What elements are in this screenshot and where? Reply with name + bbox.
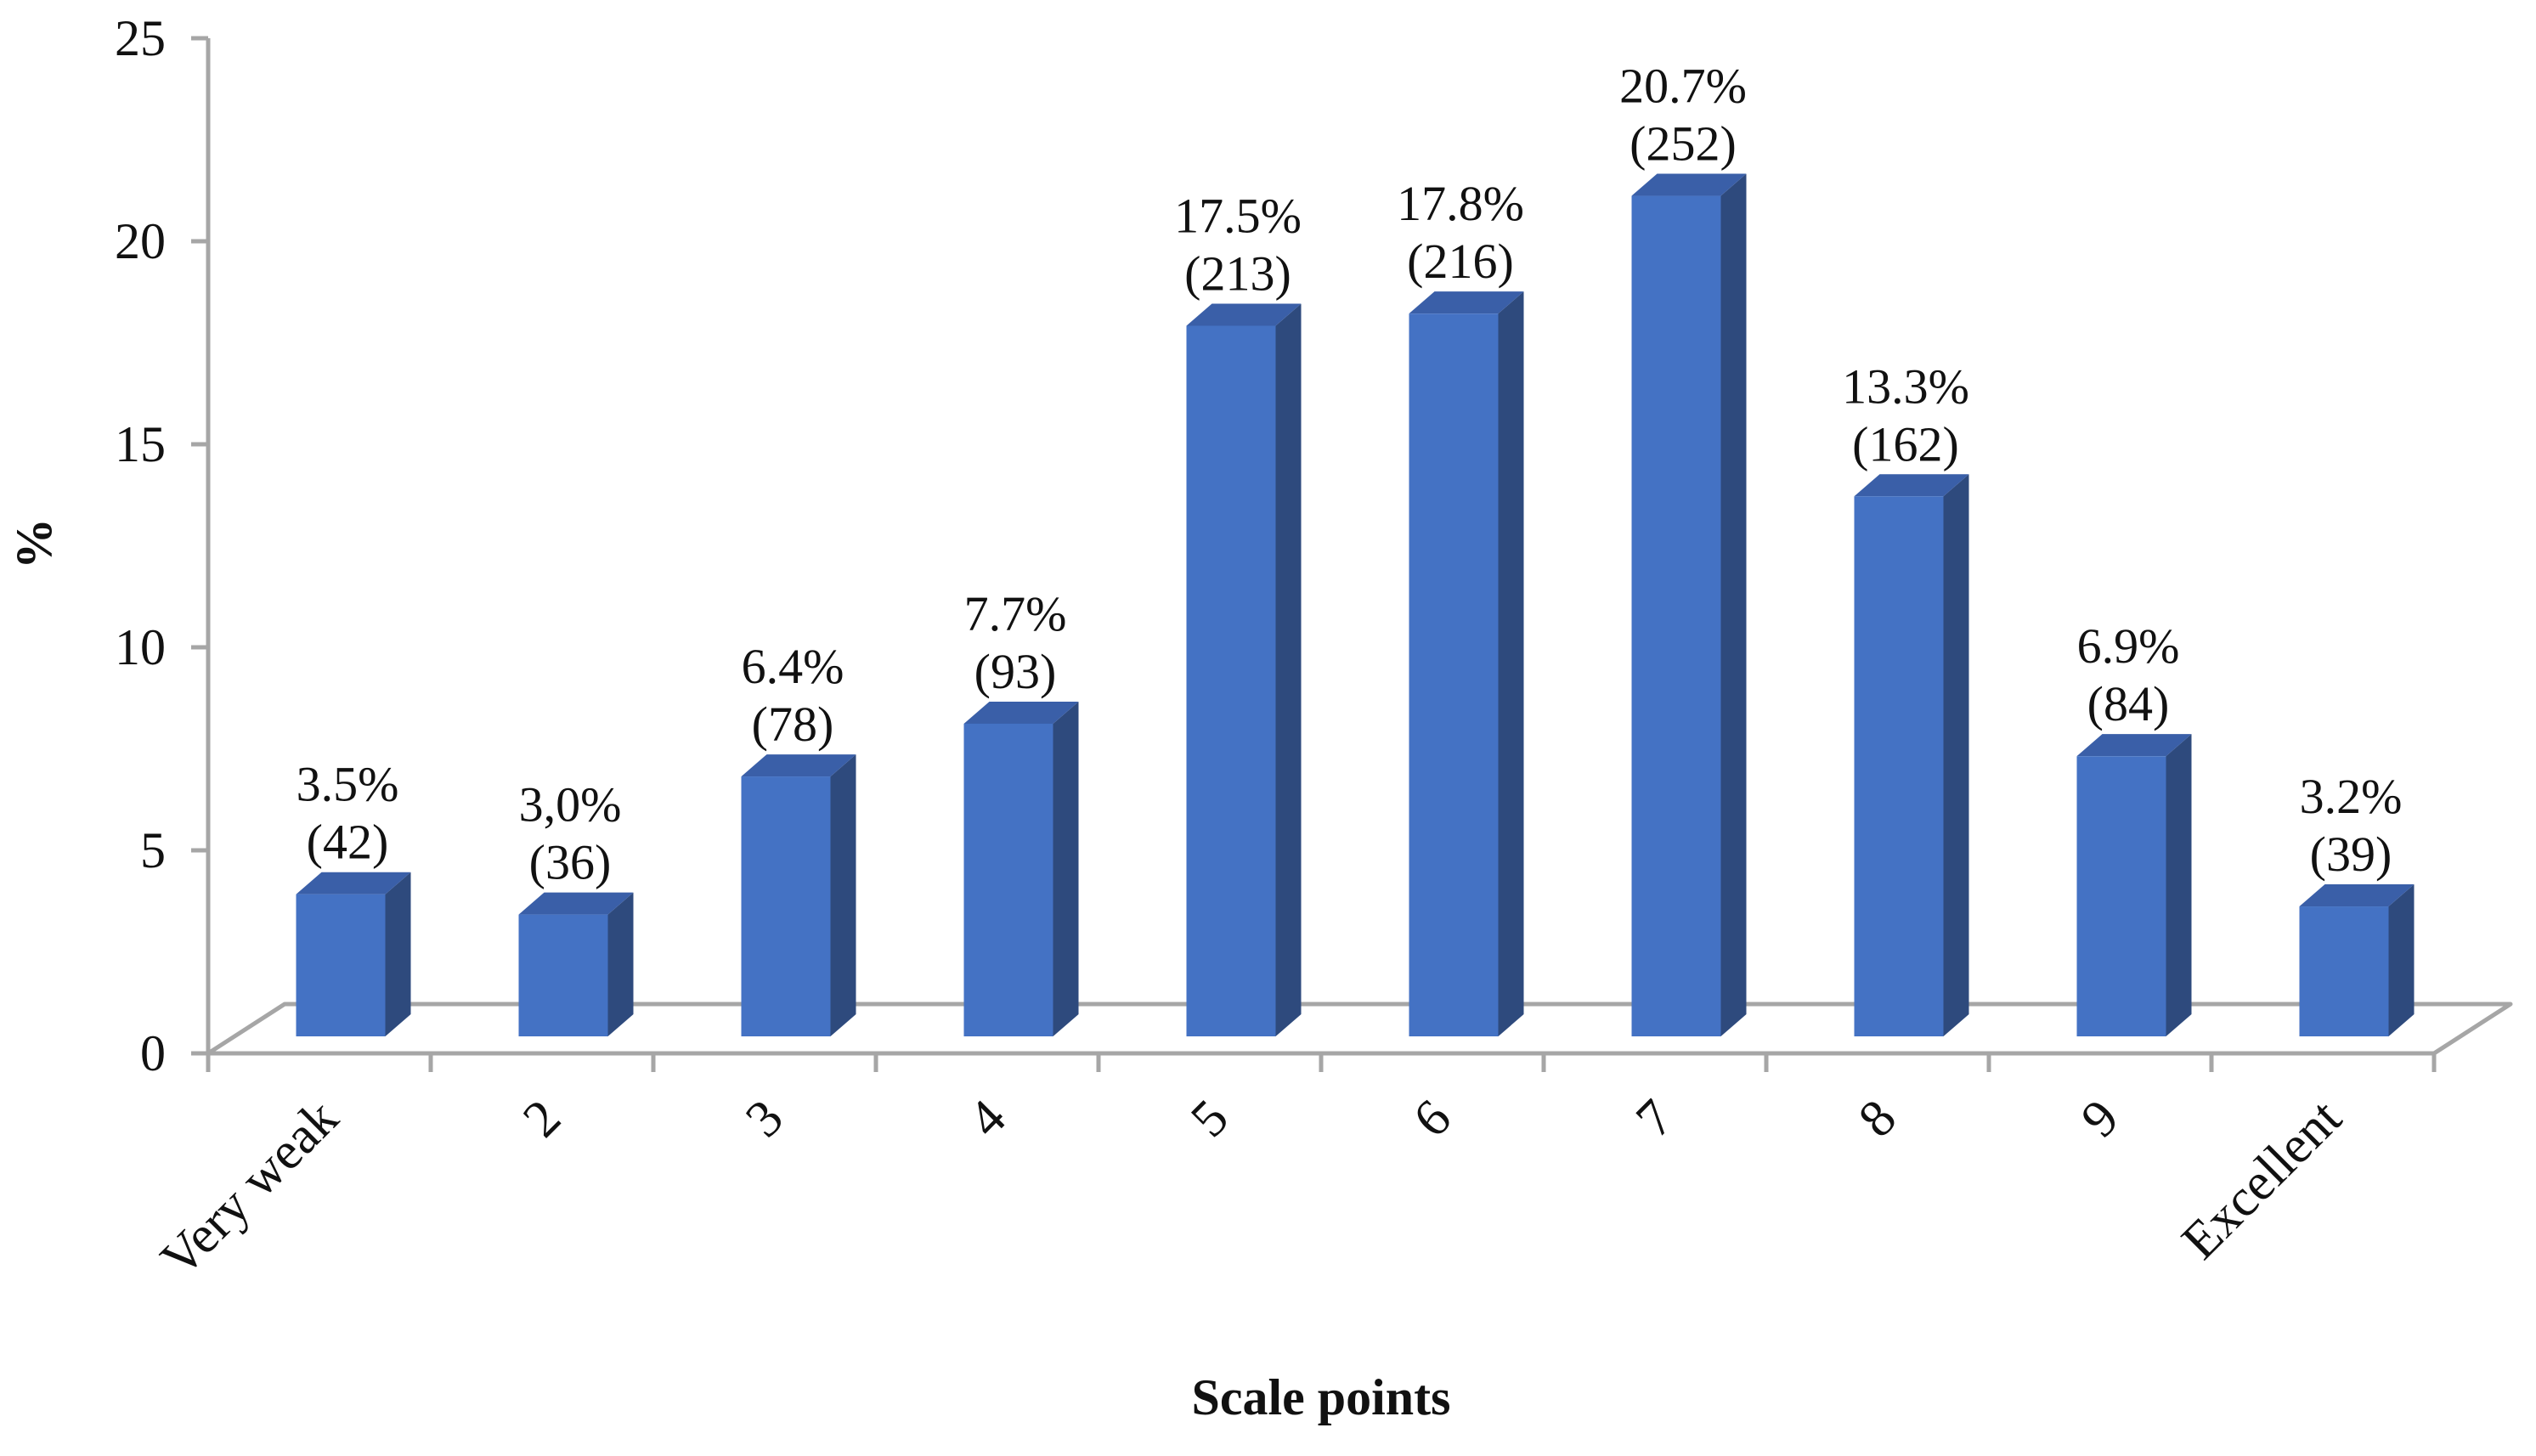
bar-top <box>1854 474 1969 497</box>
category-label: 6 <box>1403 1089 1462 1148</box>
bar-top <box>518 892 634 915</box>
bar <box>296 894 386 1036</box>
bar-top <box>296 872 411 894</box>
data-label-count: (36) <box>529 835 612 890</box>
data-label-count: (213) <box>1184 246 1291 302</box>
bar-top <box>2076 734 2192 757</box>
bar-top <box>963 701 1079 724</box>
category-label: 2 <box>512 1089 572 1148</box>
y-tick-label: 15 <box>115 416 166 472</box>
y-tick-label: 5 <box>140 822 166 878</box>
category-label: 3 <box>735 1089 794 1148</box>
bar-side <box>1498 291 1524 1036</box>
bar-top <box>1186 303 1302 326</box>
axes: 0 5 10 15 20 25 <box>115 10 2513 1081</box>
category-label: 5 <box>1180 1089 1240 1148</box>
bar <box>741 776 831 1036</box>
bar-top <box>1409 291 1524 314</box>
y-tick-label: 20 <box>115 213 166 269</box>
bar <box>1409 313 1499 1036</box>
bar-side <box>2166 734 2192 1036</box>
category-label: 8 <box>1848 1089 1907 1148</box>
y-tick-label: 10 <box>115 619 166 675</box>
chart-floor <box>206 1002 2513 1056</box>
bar-side <box>830 754 856 1036</box>
data-label-count: (84) <box>2087 676 2170 731</box>
bar-side <box>2388 884 2415 1036</box>
data-label-percent: 17.8% <box>1397 176 1524 231</box>
bar <box>518 914 608 1036</box>
bar-top <box>741 754 856 777</box>
bar-side <box>385 872 411 1036</box>
category-label: Excellent <box>2171 1089 2352 1271</box>
data-label-percent: 3.5% <box>297 757 399 812</box>
data-label-percent: 3.2% <box>2300 769 2403 824</box>
bar <box>1854 496 1944 1036</box>
data-label-percent: 17.5% <box>1174 189 1302 244</box>
data-label-count: (162) <box>1852 416 1959 471</box>
bar-side <box>1053 701 1079 1036</box>
data-label-percent: 6.9% <box>2077 618 2180 674</box>
bar-top <box>1631 173 1747 196</box>
data-label-count: (93) <box>974 644 1057 699</box>
bar-side <box>1720 173 1747 1037</box>
data-label-percent: 13.3% <box>1842 358 1969 414</box>
y-tick-label: 0 <box>140 1025 166 1081</box>
bar-top <box>2299 884 2415 907</box>
bar-side <box>607 892 634 1036</box>
bar <box>1631 195 1721 1037</box>
bar <box>1186 325 1276 1036</box>
data-label-count: (216) <box>1407 234 1514 289</box>
bar-side <box>1275 303 1302 1036</box>
data-label-percent: 20.7% <box>1619 59 1747 114</box>
y-axis-title: % <box>6 518 62 569</box>
data-label-percent: 7.7% <box>964 586 1067 641</box>
category-label: 7 <box>1625 1089 1685 1148</box>
bar <box>2076 756 2166 1036</box>
data-label-percent: 6.4% <box>742 639 844 694</box>
bar <box>2299 906 2389 1036</box>
category-label: 4 <box>957 1089 1017 1148</box>
bar <box>963 723 1053 1036</box>
bar-side <box>1943 474 1969 1036</box>
category-label: 9 <box>2070 1089 2130 1148</box>
data-label-count: (42) <box>307 815 389 870</box>
bars <box>296 173 2415 1037</box>
data-label-percent: 3,0% <box>519 777 622 832</box>
data-label-count: (78) <box>752 697 834 752</box>
category-label: Very weak <box>150 1089 349 1288</box>
y-tick-label: 25 <box>115 10 166 66</box>
x-axis-title: Scale points <box>1191 1369 1450 1425</box>
data-label-count: (39) <box>2310 827 2392 882</box>
data-label-count: (252) <box>1629 116 1737 172</box>
